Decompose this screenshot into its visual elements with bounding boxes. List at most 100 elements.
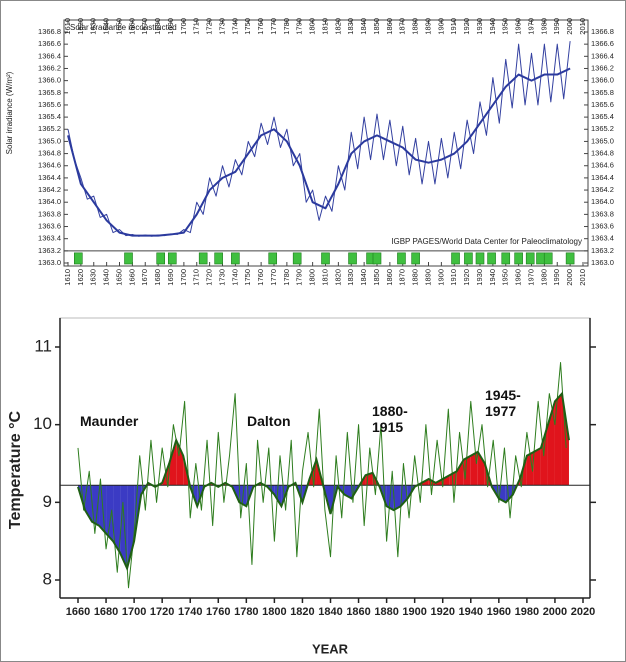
marker <box>411 252 420 265</box>
x-tick-label: 1820 <box>290 606 314 618</box>
period-label: Dalton <box>247 413 291 429</box>
y-tick-label: 1366.4 <box>38 51 61 60</box>
x-tick-label: 1890 <box>423 269 432 286</box>
x-tick-label: 1840 <box>359 269 368 286</box>
x-tick-label: 2010 <box>578 269 587 286</box>
x-tick-label-top: 1810 <box>320 18 329 35</box>
x-tick-label: 2000 <box>565 269 574 286</box>
x-tick-label: 1740 <box>230 269 239 286</box>
x-tick-label-top: 1960 <box>514 18 523 35</box>
y-tick-label: 1364.8 <box>38 149 61 158</box>
marker <box>536 252 545 265</box>
y2-tick-label: 1366.2 <box>591 63 614 72</box>
x-tick-label: 1720 <box>150 606 174 618</box>
x-tick-label: 1860 <box>385 269 394 286</box>
marker <box>464 252 473 265</box>
y-tick-label: 10 <box>33 414 52 433</box>
x-tick-label-top: 1820 <box>333 18 342 35</box>
y-tick-label: 1364.0 <box>38 197 61 206</box>
x-tick-label: 1670 <box>140 269 149 286</box>
y-tick-label: 1364.6 <box>38 161 61 170</box>
x-tick-label: 1660 <box>127 269 136 286</box>
x-tick-label-top: 1690 <box>166 18 175 35</box>
x-tick-label: 1680 <box>94 606 118 618</box>
marker <box>451 252 460 265</box>
marker <box>525 252 535 265</box>
x-tick-label: 1820 <box>333 269 342 286</box>
x-tick-label: 2020 <box>571 606 595 618</box>
x-tick-label: 1780 <box>282 269 291 286</box>
x-tick-label-top: 1760 <box>256 18 265 35</box>
marker <box>372 252 382 265</box>
marker <box>475 252 485 265</box>
x-tick-label: 1990 <box>552 269 561 286</box>
y2-tick-label: 1365.2 <box>591 124 614 133</box>
y-tick-label: 1365.8 <box>38 88 61 97</box>
x-tick-label: 2000 <box>543 606 567 618</box>
marker <box>565 252 575 265</box>
anomaly-area <box>442 475 450 486</box>
x-tick-label: 1770 <box>269 269 278 286</box>
anomaly-area <box>169 440 177 486</box>
y2-tick-label: 1366.6 <box>591 39 614 48</box>
x-tick-label: 1970 <box>526 269 535 286</box>
y-tick-label: 1364.2 <box>38 185 61 194</box>
x-tick-label: 1940 <box>459 606 483 618</box>
x-tick-label: 1790 <box>295 269 304 286</box>
x-tick-label-top: 1950 <box>501 18 510 35</box>
y-tick-label: 1363.0 <box>38 258 61 267</box>
x-tick-label: 1760 <box>256 269 265 286</box>
y2-tick-label: 1364.4 <box>591 173 614 182</box>
x-tick-label: 1710 <box>192 269 201 286</box>
x-tick-label-top: 1790 <box>295 18 304 35</box>
x-tick-label: 1900 <box>436 269 445 286</box>
y-tick-label: 11 <box>34 336 52 355</box>
x-tick-label: 1850 <box>372 269 381 286</box>
anomaly-area <box>533 447 541 486</box>
y-tick-label: 1365.0 <box>38 136 61 145</box>
y2-tick-label: 1365.4 <box>591 112 614 121</box>
marker <box>156 252 165 265</box>
period-label: Maunder <box>80 413 139 429</box>
x-tick-label-top: 1660 <box>127 18 136 35</box>
y2-tick-label: 1363.2 <box>591 246 614 255</box>
y2-tick-label: 1364.8 <box>591 149 614 158</box>
y2-tick-label: 1364.0 <box>591 197 614 206</box>
x-tick-label-top: 1890 <box>423 18 432 35</box>
y-tick-label: 1363.4 <box>38 234 61 243</box>
marker <box>487 252 496 265</box>
x-tick-label-top: 1920 <box>462 18 471 35</box>
x-tick-label-top: 1970 <box>526 18 535 35</box>
x-tick-label: 1650 <box>114 269 123 286</box>
y2-tick-label: 1365.6 <box>591 100 614 109</box>
y2-tick-label: 1366.4 <box>591 51 614 60</box>
y2-tick-label: 1366.0 <box>591 76 614 85</box>
x-tick-label: 1960 <box>514 269 523 286</box>
x-tick-label: 1880 <box>411 269 420 286</box>
y-axis-label: Solar irradiance (W/m²) <box>5 71 14 154</box>
anomaly-area <box>547 401 555 486</box>
y2-tick-label: 1365.0 <box>591 136 614 145</box>
y2-tick-label: 1365.8 <box>591 88 614 97</box>
period-label: 1880- 1915 <box>372 403 408 435</box>
y2-tick-label: 1366.8 <box>591 27 614 36</box>
x-axis-label: YEAR <box>312 641 349 656</box>
x-tick-label: 1610 <box>63 269 72 286</box>
x-tick-label: 1950 <box>501 269 510 286</box>
anomaly-area <box>393 485 401 511</box>
series-line <box>77 362 567 589</box>
anomaly-area <box>274 485 282 507</box>
x-tick-label-top: 1670 <box>140 18 149 35</box>
x-tick-label-top: 1830 <box>346 18 355 35</box>
x-tick-label-top: 1860 <box>385 18 394 35</box>
y-tick-label: 1365.2 <box>38 124 61 133</box>
x-tick-label-top: 1780 <box>282 18 291 35</box>
x-tick-label: 1640 <box>102 269 111 286</box>
x-tick-label-top: 1740 <box>230 18 239 35</box>
y-tick-label: 1366.2 <box>38 63 61 72</box>
y2-tick-label: 1364.6 <box>591 161 614 170</box>
x-tick-label-top: 1620 <box>76 18 85 35</box>
x-tick-label: 1980 <box>539 269 548 286</box>
